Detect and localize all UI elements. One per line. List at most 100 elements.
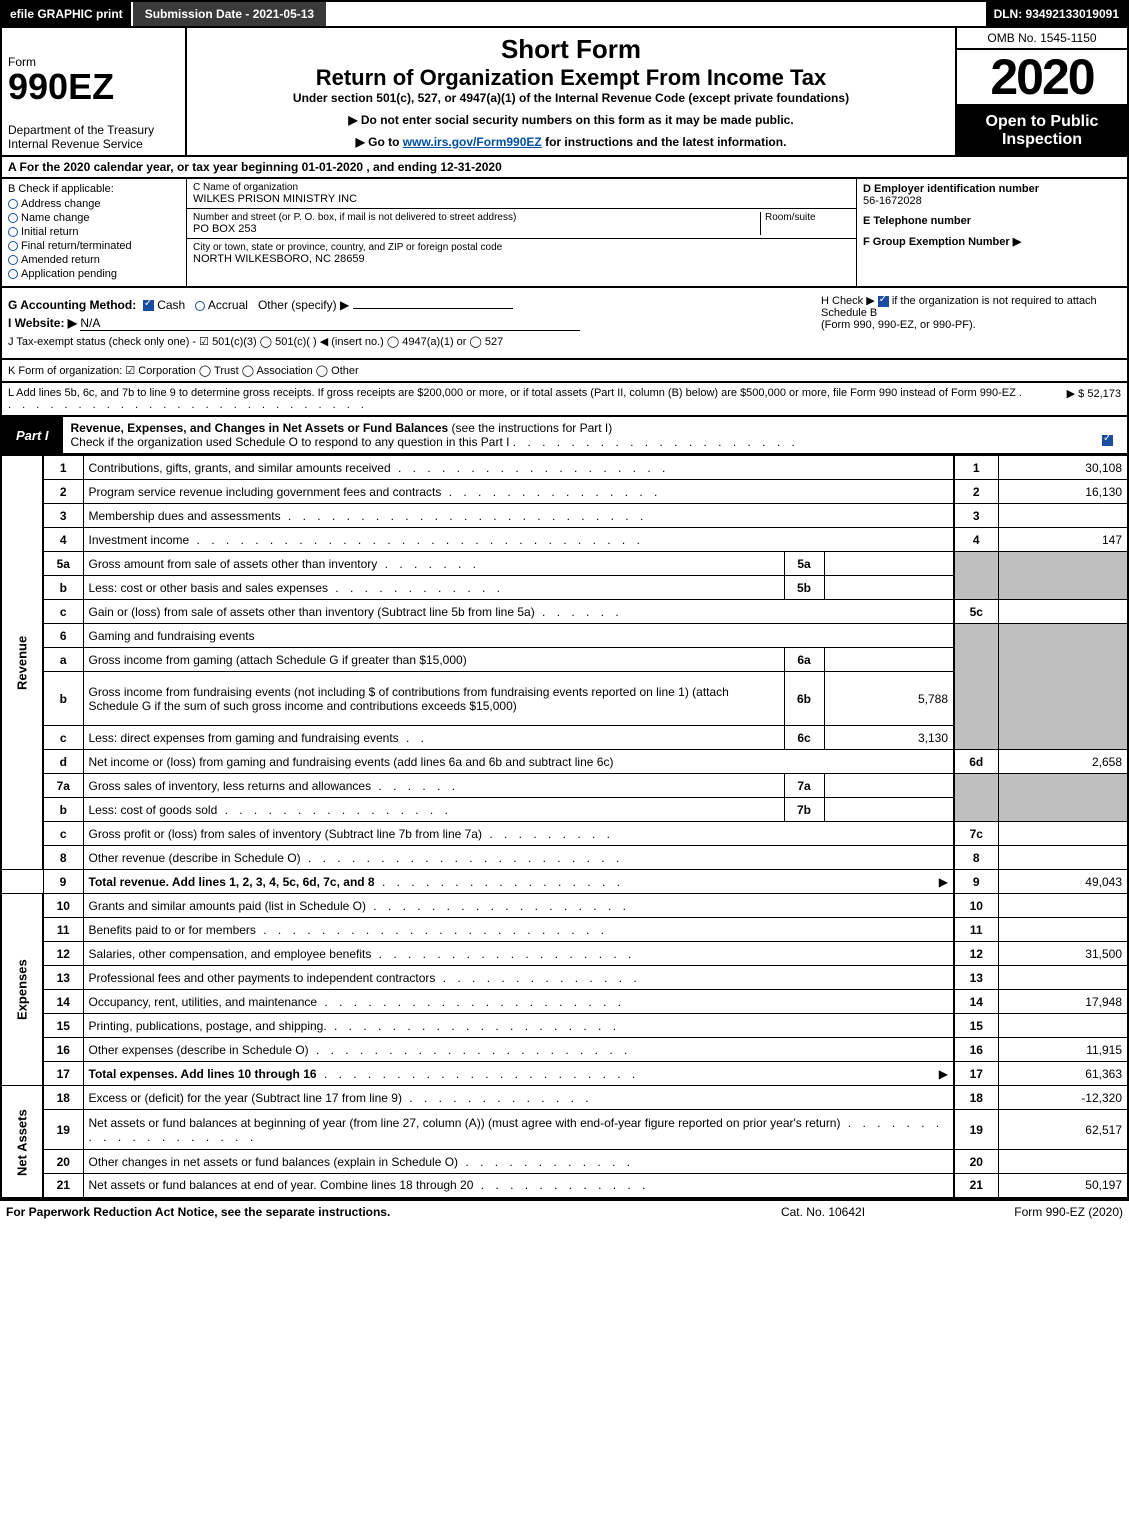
l16-val: 11,915 — [998, 1038, 1128, 1062]
l7c-val — [998, 822, 1128, 846]
box-b-header: B Check if applicable: — [8, 183, 180, 195]
org-street-label: Number and street (or P. O. box, if mail… — [193, 212, 760, 223]
l7c-rnum: 7c — [954, 822, 998, 846]
part1-check-line: Check if the organization used Schedule … — [71, 435, 510, 449]
l6c-num: c — [43, 726, 83, 750]
form-footer-label: Form 990-EZ (2020) — [923, 1205, 1123, 1219]
l-text-span: L Add lines 5b, 6c, and 7b to line 9 to … — [8, 387, 1016, 399]
row-k: K Form of organization: ☑ Corporation ◯ … — [0, 360, 1129, 383]
chk-address-change[interactable]: Address change — [8, 198, 180, 210]
return-title: Return of Organization Exempt From Incom… — [195, 65, 947, 91]
irs-link[interactable]: www.irs.gov/Form990EZ — [403, 135, 542, 149]
l14-val: 17,948 — [998, 990, 1128, 1014]
room-suite-label: Room/suite — [765, 212, 850, 223]
dept-irs: Internal Revenue Service — [8, 137, 179, 151]
ein-value: 56-1672028 — [863, 195, 1121, 207]
l15-rnum: 15 — [954, 1014, 998, 1038]
dept-treasury: Department of the Treasury — [8, 123, 179, 137]
box-h: H Check ▶ if the organization is not req… — [821, 294, 1121, 331]
l16-desc: Other expenses (describe in Schedule O) … — [83, 1038, 954, 1062]
h-text1: H Check ▶ — [821, 295, 878, 307]
l21-rnum: 21 — [954, 1174, 998, 1198]
l6-num: 6 — [43, 624, 83, 648]
l5a-subv — [824, 552, 954, 576]
box-c: C Name of organization WILKES PRISON MIN… — [187, 179, 857, 286]
g-cash: Cash — [157, 298, 185, 312]
l2-num: 2 — [43, 480, 83, 504]
l7a-num: 7a — [43, 774, 83, 798]
l4-rnum: 4 — [954, 528, 998, 552]
l3-num: 3 — [43, 504, 83, 528]
i-value: N/A — [80, 316, 580, 331]
l8-rnum: 8 — [954, 846, 998, 870]
l21-num: 21 — [43, 1174, 83, 1198]
l7c-num: c — [43, 822, 83, 846]
g-accrual-check[interactable] — [195, 301, 205, 311]
chk-initial-return-label: Initial return — [21, 226, 78, 238]
chk-name-change-label: Name change — [21, 212, 90, 224]
l7a-subv — [824, 774, 954, 798]
l9-rnum: 9 — [954, 870, 998, 894]
l15-desc: Printing, publications, postage, and shi… — [83, 1014, 954, 1038]
part1-title-bold: Revenue, Expenses, and Changes in Net As… — [71, 421, 449, 435]
l6d-val: 2,658 — [998, 750, 1128, 774]
l16-num: 16 — [43, 1038, 83, 1062]
netassets-side-label: Net Assets — [1, 1086, 43, 1198]
l21-val: 50,197 — [998, 1174, 1128, 1198]
bullet-goto: ▶ Go to www.irs.gov/Form990EZ for instru… — [195, 135, 947, 149]
header-left: Form 990EZ Department of the Treasury In… — [2, 28, 187, 155]
l19-num: 19 — [43, 1110, 83, 1150]
l6a-sub: 6a — [784, 648, 824, 672]
tel-label: E Telephone number — [863, 215, 1121, 227]
l7c-desc: Gross profit or (loss) from sales of inv… — [83, 822, 954, 846]
cat-no: Cat. No. 10642I — [723, 1205, 923, 1219]
org-name-label: C Name of organization — [193, 182, 850, 193]
chk-amended-return[interactable]: Amended return — [8, 254, 180, 266]
l19-rnum: 19 — [954, 1110, 998, 1150]
l6d-desc: Net income or (loss) from gaming and fun… — [83, 750, 954, 774]
l8-desc: Other revenue (describe in Schedule O) .… — [83, 846, 954, 870]
h-checkbox[interactable] — [878, 296, 889, 307]
g-other-input[interactable] — [353, 308, 513, 309]
l17-desc: Total expenses. Add lines 10 through 16 … — [83, 1062, 954, 1086]
l6c-desc: Less: direct expenses from gaming and fu… — [83, 726, 784, 750]
l4-val: 147 — [998, 528, 1128, 552]
part1-title-rest: (see the instructions for Part I) — [448, 421, 612, 435]
top-bar: efile GRAPHIC print Submission Date - 20… — [0, 0, 1129, 28]
org-city-row: City or town, state or province, country… — [187, 239, 856, 268]
dln-label: DLN: 93492133019091 — [986, 2, 1127, 26]
l5c-num: c — [43, 600, 83, 624]
efile-print-button[interactable]: efile GRAPHIC print — [2, 2, 131, 26]
g-cash-check[interactable] — [143, 300, 154, 311]
chk-final-return[interactable]: Final return/terminated — [8, 240, 180, 252]
l6a-subv — [824, 648, 954, 672]
l17-rnum: 17 — [954, 1062, 998, 1086]
l15-val — [998, 1014, 1128, 1038]
l9-arrow: ▶ — [939, 875, 948, 889]
l-amount: ▶ $ 52,173 — [1031, 387, 1121, 411]
chk-application-pending[interactable]: Application pending — [8, 268, 180, 280]
l5a-desc: Gross amount from sale of assets other t… — [83, 552, 784, 576]
l6b-subv: 5,788 — [824, 672, 954, 726]
chk-name-change[interactable]: Name change — [8, 212, 180, 224]
l7ab-shade2 — [998, 774, 1128, 822]
l8-num: 8 — [43, 846, 83, 870]
l5b-num: b — [43, 576, 83, 600]
l18-val: -12,320 — [998, 1086, 1128, 1110]
l20-desc: Other changes in net assets or fund bala… — [83, 1150, 954, 1174]
chk-initial-return[interactable]: Initial return — [8, 226, 180, 238]
row-j: J Tax-exempt status (check only one) - ☑… — [8, 335, 1121, 348]
l11-rnum: 11 — [954, 918, 998, 942]
l9-desc: Total revenue. Add lines 1, 2, 3, 4, 5c,… — [83, 870, 954, 894]
l5b-sub: 5b — [784, 576, 824, 600]
part1-schedule-o-check[interactable] — [1102, 435, 1113, 446]
part1-table: Revenue 1 Contributions, gifts, grants, … — [0, 455, 1129, 1199]
l11-num: 11 — [43, 918, 83, 942]
bullet-goto-post: for instructions and the latest informat… — [542, 135, 787, 149]
l7a-sub: 7a — [784, 774, 824, 798]
l6c-sub: 6c — [784, 726, 824, 750]
l6-desc: Gaming and fundraising events — [83, 624, 954, 648]
l2-val: 16,130 — [998, 480, 1128, 504]
tax-period-row: A For the 2020 calendar year, or tax yea… — [0, 157, 1129, 179]
part1-title: Revenue, Expenses, and Changes in Net As… — [63, 417, 1127, 453]
